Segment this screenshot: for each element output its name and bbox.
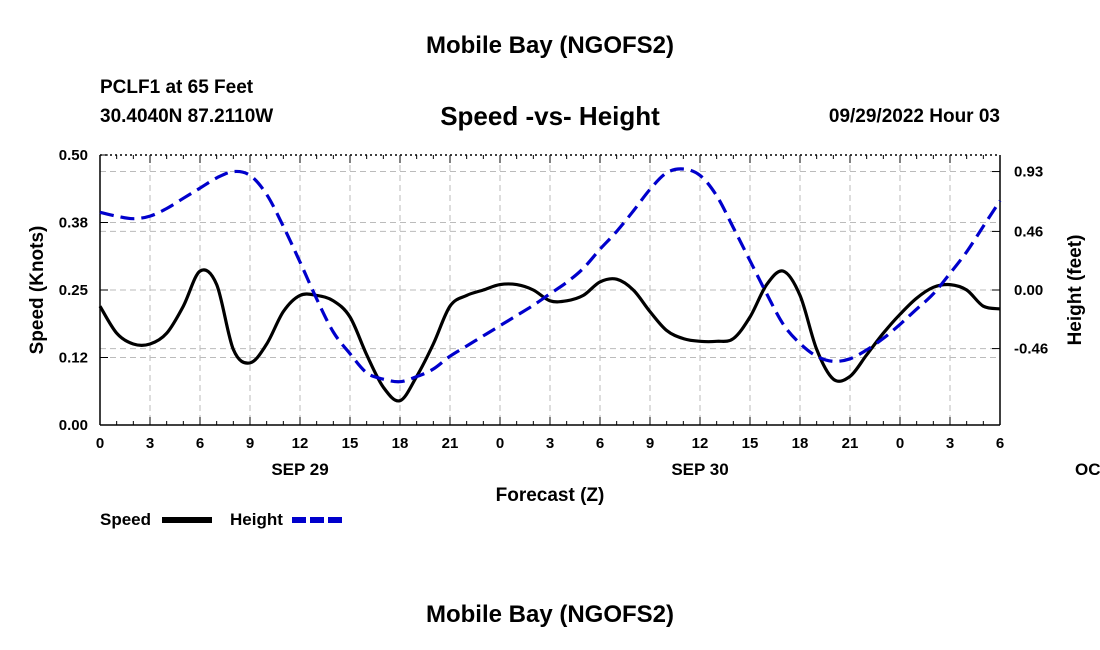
- station-coordinates: 30.4040N 87.2110W: [100, 106, 274, 127]
- x-tick-label: 18: [392, 435, 409, 452]
- x-tick-label: 3: [146, 435, 154, 452]
- x-tick-label: 15: [742, 435, 759, 452]
- x-tick-label: 6: [596, 435, 604, 452]
- date-label: SEP 30: [671, 460, 728, 479]
- forecast-datetime: 09/29/2022 Hour 03: [828, 106, 1000, 127]
- x-tick-label: 0: [896, 435, 904, 452]
- x-tick-label: 12: [292, 435, 309, 452]
- chart-grid: [100, 155, 1000, 425]
- chart-legend: Speed Height: [100, 510, 342, 529]
- y2-tick-label: 0.46: [1014, 223, 1043, 240]
- x-tick-label: 21: [842, 435, 859, 452]
- station-name: PCLF1 at 65 Feet: [100, 77, 254, 98]
- x-tick-label: 6: [996, 435, 1004, 452]
- x-tick-label: 21: [442, 435, 459, 452]
- x-tick-label: 12: [692, 435, 709, 452]
- y-axis-label: Speed (Knots): [27, 226, 48, 355]
- y-tick-label: 0.25: [59, 282, 88, 299]
- x-tick-label: 3: [946, 435, 954, 452]
- x-tick-label: 9: [646, 435, 654, 452]
- y2-tick-label: 0.00: [1014, 282, 1043, 299]
- x-tick-label: 9: [246, 435, 254, 452]
- x-tick-label: 0: [96, 435, 104, 452]
- y2-axis-label: Height (feet): [1065, 235, 1086, 346]
- x-tick-label: 6: [196, 435, 204, 452]
- y2-tick-label: 0.93: [1014, 164, 1043, 181]
- legend-label-speed: Speed: [100, 510, 151, 529]
- page-title-top: Mobile Bay (NGOFS2): [425, 32, 675, 59]
- legend-label-height: Height: [230, 510, 283, 529]
- y-tick-label: 0.50: [59, 147, 88, 164]
- series-line-height: [99, 167, 1002, 384]
- x-axis-label: Forecast (Z): [496, 485, 605, 506]
- y-tick-label: 0.38: [59, 215, 88, 232]
- x-tick-label: 0: [496, 435, 504, 452]
- series-line-speed: [98, 268, 1001, 403]
- chart-title: Speed -vs- Height: [440, 101, 660, 131]
- date-label: SEP 29: [271, 460, 328, 479]
- date-label: OCT 1: [1075, 460, 1100, 479]
- y-tick-label: 0.00: [59, 417, 88, 434]
- x-tick-label: 15: [342, 435, 359, 452]
- y-tick-label: 0.12: [59, 350, 88, 367]
- page-title-bottom: Mobile Bay (NGOFS2): [425, 601, 675, 628]
- x-tick-label: 18: [792, 435, 809, 452]
- y2-tick-label: -0.46: [1014, 341, 1048, 358]
- x-tick-label: 3: [546, 435, 554, 452]
- chart-axes: [99, 154, 1001, 426]
- chart-series: [98, 167, 1002, 403]
- chart-labels: 0 3 6 9 12 15 18 21 0 3 6 9 12 15 18 21 0 3 6 0.00 0.12 0.25 0…: [27, 147, 1100, 506]
